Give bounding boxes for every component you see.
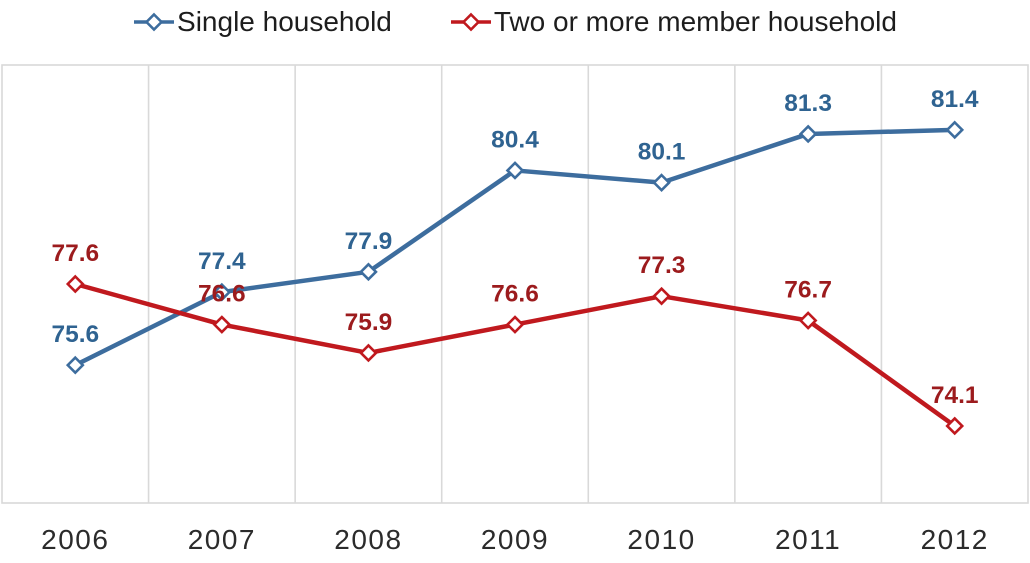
plot-border <box>1 64 1029 504</box>
data-point-marker <box>65 274 85 294</box>
data-point-marker <box>505 315 525 334</box>
data-label: 81.3 <box>784 90 832 117</box>
data-point-marker <box>798 311 818 330</box>
data-label: 74.1 <box>931 382 979 409</box>
data-point-marker <box>505 161 525 180</box>
data-point-marker <box>65 355 85 375</box>
data-label: 76.7 <box>784 277 832 304</box>
x-axis-tick-label: 2011 <box>775 524 841 555</box>
data-point-marker <box>212 282 232 302</box>
x-axis-tick-label: 2006 <box>41 524 109 555</box>
legend-item-single-household: Single household <box>133 4 392 40</box>
data-label: 80.1 <box>638 139 686 166</box>
red-line-diamond-marker-icon <box>450 12 491 32</box>
data-label: 76.6 <box>491 281 539 308</box>
data-label: 77.6 <box>51 240 99 267</box>
blue-line-diamond-marker-icon <box>134 12 175 32</box>
data-label: 77.9 <box>345 228 393 255</box>
legend-diamond <box>144 12 164 32</box>
data-label: 80.4 <box>491 126 539 153</box>
legend-label-single-household: Single household <box>177 6 392 37</box>
x-axis-tick-label: 2009 <box>481 524 549 555</box>
data-point-marker <box>212 315 232 334</box>
data-point-marker <box>359 343 378 363</box>
legend: Single household Two or more member hous… <box>0 4 1030 40</box>
legend-item-two-or-more-member-household: Two or more member household <box>450 4 897 40</box>
data-point-marker <box>652 286 671 306</box>
data-label: 75.9 <box>345 309 393 336</box>
x-axis-tick-label: 2008 <box>334 524 402 555</box>
data-label: 77.4 <box>198 248 246 275</box>
data-point-marker <box>945 416 965 436</box>
x-axis-tick-label: 2012 <box>921 524 989 555</box>
data-label: 81.4 <box>931 86 979 113</box>
data-point-marker <box>359 262 378 282</box>
x-axis-tick-label: 2007 <box>188 524 256 555</box>
data-label: 76.6 <box>198 281 246 308</box>
legend-label-two-or-more-member-household: Two or more member household <box>493 6 897 37</box>
x-axis-tick-label: 2010 <box>627 524 695 555</box>
data-label: 77.3 <box>638 252 686 279</box>
data-point-marker <box>945 120 965 140</box>
legend-diamond <box>461 12 481 32</box>
data-point-marker <box>652 173 671 192</box>
data-point-marker <box>798 124 818 144</box>
data-label: 75.6 <box>51 321 99 348</box>
